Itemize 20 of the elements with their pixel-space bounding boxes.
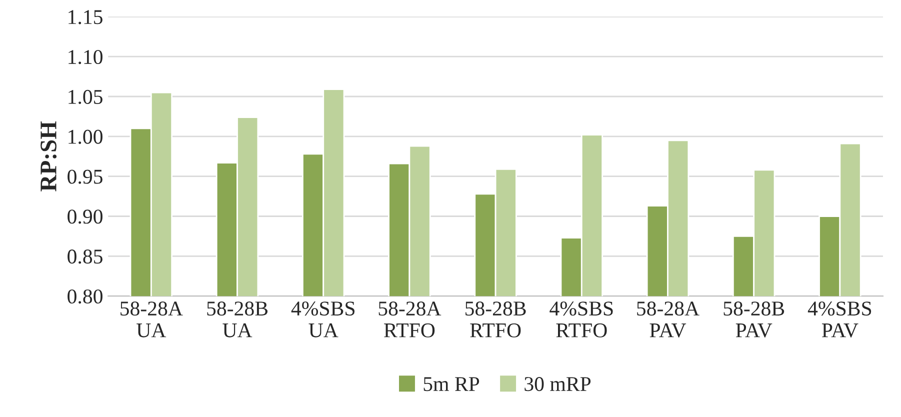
x-tick-label: 58-28A RTFO — [378, 302, 442, 338]
y-axis-title: RP:SH — [40, 121, 57, 192]
y-tick-label: 0.90 — [68, 210, 102, 224]
x-tick-label: 58-28B PAV — [724, 302, 784, 338]
y-tick-label: 0.80 — [68, 289, 102, 304]
y-tick-label: 1.00 — [68, 130, 102, 144]
x-tick-label: 58-28A PAV — [637, 302, 700, 338]
y-tick-label: 1.10 — [68, 50, 102, 64]
y-tick-label: 1.05 — [68, 90, 102, 104]
legend-label: 30 mRP — [524, 377, 591, 392]
x-tick-label: 4%SBS PAV — [808, 302, 872, 338]
y-tick-label: 0.95 — [68, 170, 102, 184]
x-tick-label: 58-28A UA — [120, 302, 183, 338]
x-tick-label: 4%SBS RTFO — [550, 302, 613, 338]
y-tick-label: 0.85 — [68, 250, 102, 264]
legend-label: 5m RP — [424, 377, 480, 392]
x-tick-label: 4%SBS UA — [291, 302, 354, 338]
x-tick-label: 58-28B UA — [207, 302, 268, 338]
y-tick-label: 1.15 — [68, 10, 102, 24]
x-tick-label: 58-28B RTFO — [466, 302, 526, 338]
